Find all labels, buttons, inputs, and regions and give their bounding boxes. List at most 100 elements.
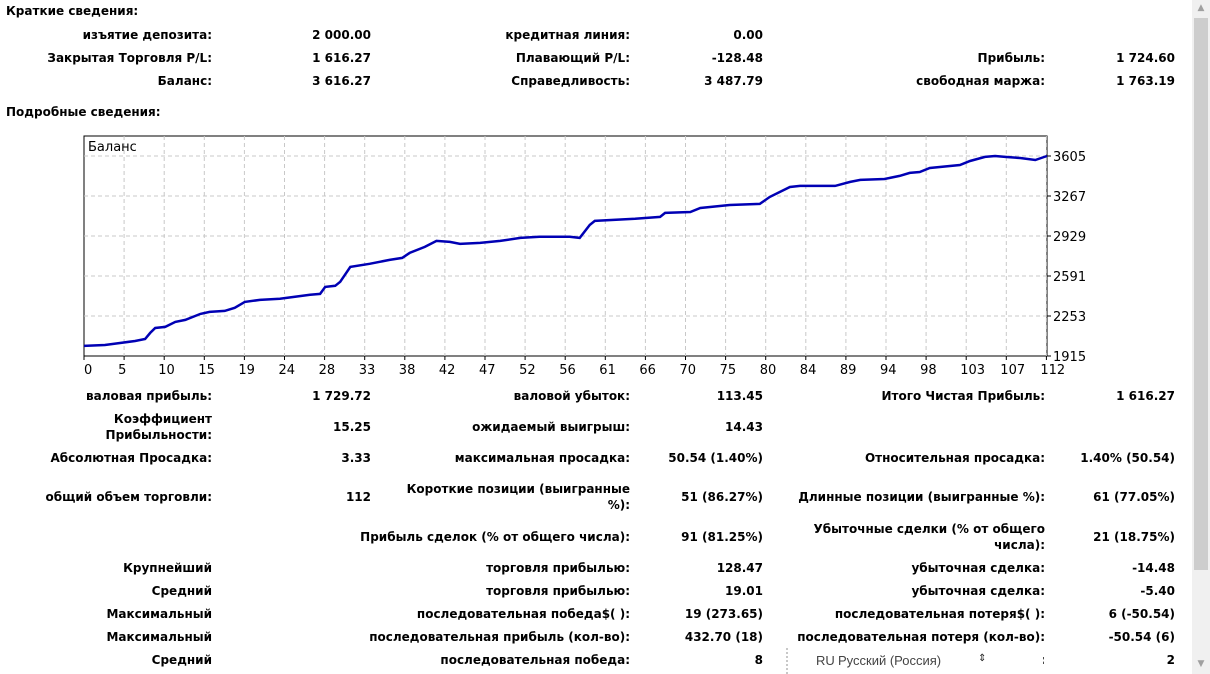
details-value: 61 (77.05%) (1093, 490, 1175, 504)
details-label: Максимальный (106, 630, 212, 644)
summary-value: -128.48 (711, 51, 763, 65)
summary-label: Справедливость: (511, 74, 630, 88)
summary-label: Прибыль: (977, 51, 1045, 65)
x-tick-label: 52 (519, 363, 536, 378)
details-value: 2 (1166, 653, 1175, 667)
summary-label: Закрытая Торговля P/L: (47, 51, 212, 65)
y-tick-label: 1915 (1053, 350, 1086, 365)
summary-title: Краткие сведения: (6, 4, 139, 18)
details-value: -50.54 (6) (1108, 630, 1175, 644)
x-tick-label: 89 (840, 363, 857, 378)
details-label: убыточная сделка: (911, 584, 1045, 598)
details-label: Абсолютная Просадка: (50, 451, 212, 465)
details-label: Итого Чистая Прибыль: (881, 389, 1045, 403)
x-tick-label: 33 (359, 363, 376, 378)
x-tick-label: 5 (118, 363, 126, 378)
details-label: Крупнейший (123, 561, 212, 575)
balance-chart: 1915 2253 2591 2929 3267 3605 0 5 10 15 19 24 28 33 38… (83, 135, 1086, 378)
details-label: торговля прибылью: (486, 584, 630, 598)
x-tick-label: 103 (960, 363, 985, 378)
details-value: 91 (81.25%) (681, 530, 763, 544)
details-label: максимальная просадка: (454, 451, 630, 465)
details-label: последовательная потеря$( ): (834, 607, 1045, 621)
chart-title: Баланс (88, 140, 137, 155)
scroll-down-icon[interactable]: ▼ (1197, 659, 1205, 669)
details-value: 19.01 (725, 584, 763, 598)
details-label: валовой убыток: (513, 389, 630, 403)
x-tick-label: 15 (198, 363, 215, 378)
details-label: общий объем торговли: (45, 490, 212, 504)
x-tick-label: 94 (880, 363, 897, 378)
details-value: 19 (273.65) (684, 607, 763, 621)
details-value: 8 (754, 653, 763, 667)
scrollbar-thumb[interactable] (1194, 18, 1208, 570)
details-label: последовательная победа: (440, 653, 630, 667)
details-label: последовательная победа$( ): (416, 607, 630, 621)
summary-value: 1 724.60 (1116, 51, 1175, 65)
y-tick-label: 2253 (1053, 310, 1086, 325)
summary-label: кредитная линия: (505, 28, 630, 42)
details-value: 1 616.27 (1116, 389, 1175, 403)
scroll-up-icon[interactable]: ▲ (1197, 3, 1205, 13)
summary-value: 3 616.27 (312, 74, 371, 88)
summary-label: изъятие депозита: (82, 28, 212, 42)
details-label: Короткие позиции (выигранные%): (406, 482, 630, 512)
details-value: 50.54 (1.40%) (668, 451, 763, 465)
x-tick-label: 80 (760, 363, 777, 378)
details-label: Относительная просадка: (864, 451, 1045, 465)
details-value: 15.25 (333, 420, 371, 434)
details-label: убыточная сделка: (911, 561, 1045, 575)
plot-area (83, 135, 1048, 357)
x-tick-label: 0 (84, 363, 92, 378)
x-tick-label: 75 (720, 363, 737, 378)
summary-value: 3 487.79 (704, 74, 763, 88)
summary-label: Баланс: (157, 74, 212, 88)
summary-value: 0.00 (733, 28, 763, 42)
details-value: 3.33 (341, 451, 371, 465)
x-tick-label: 42 (439, 363, 456, 378)
details-value: 432.70 (18) (684, 630, 763, 644)
language-bar[interactable]: RU Русский (Россия) ⇕ (786, 648, 1043, 674)
details-label: ожидаемый выигрыш: (472, 420, 630, 434)
y-tick-label: 3605 (1053, 150, 1086, 165)
details-value: 128.47 (716, 561, 763, 575)
details-value: 51 (86.27%) (681, 490, 763, 504)
details-value: -14.48 (1132, 561, 1175, 575)
details-value: 113.45 (716, 389, 763, 403)
x-tick-label: 19 (238, 363, 255, 378)
x-tick-label: 84 (800, 363, 817, 378)
summary-label: свободная маржа: (916, 74, 1045, 88)
details-label: Средний (151, 653, 212, 667)
details-label: торговля прибылью: (486, 561, 630, 575)
x-tick-label: 70 (680, 363, 697, 378)
details-title: Подробные сведения: (6, 105, 161, 119)
vertical-scrollbar[interactable]: ▲ ▼ (1192, 0, 1210, 674)
details-label: Максимальный (106, 607, 212, 621)
details-value: 1.40% (50.54) (1080, 451, 1175, 465)
balance-line (83, 154, 1048, 348)
x-tick-label: 61 (599, 363, 616, 378)
summary-label: Плавающий P/L: (515, 51, 630, 65)
y-tick-label: 2591 (1053, 270, 1086, 285)
details-label: валовая прибыль: (86, 389, 212, 403)
language-switch-icon[interactable]: ⇕ (978, 653, 987, 664)
details-label: Прибыль сделок (% от общего числа): (360, 530, 630, 544)
x-tick-label: 28 (319, 363, 336, 378)
summary-value: 1 763.19 (1116, 74, 1175, 88)
x-tick-label: 66 (639, 363, 656, 378)
x-tick-label: 10 (158, 363, 175, 378)
details-label: последовательная прибыль (кол-во): (369, 630, 630, 644)
summary-value: 1 616.27 (312, 51, 371, 65)
details-value: 1 729.72 (312, 389, 371, 403)
language-name: Русский (Россия) (838, 653, 942, 668)
details-label: Средний (151, 584, 212, 598)
details-label: последовательная потеря (кол-во): (797, 630, 1045, 644)
details-value: 21 (18.75%) (1093, 530, 1175, 544)
y-tick-label: 2929 (1053, 230, 1086, 245)
details-label: Убыточные сделки (% от общего числа): (813, 522, 1045, 552)
details-label: Длинные позиции (выигранные %): (798, 490, 1045, 504)
y-tick-label: 3267 (1053, 190, 1086, 205)
details-value: 6 (-50.54) (1108, 607, 1175, 621)
details-label: Коэффициент Прибыльности: (105, 412, 212, 442)
x-tick-label: 98 (920, 363, 937, 378)
